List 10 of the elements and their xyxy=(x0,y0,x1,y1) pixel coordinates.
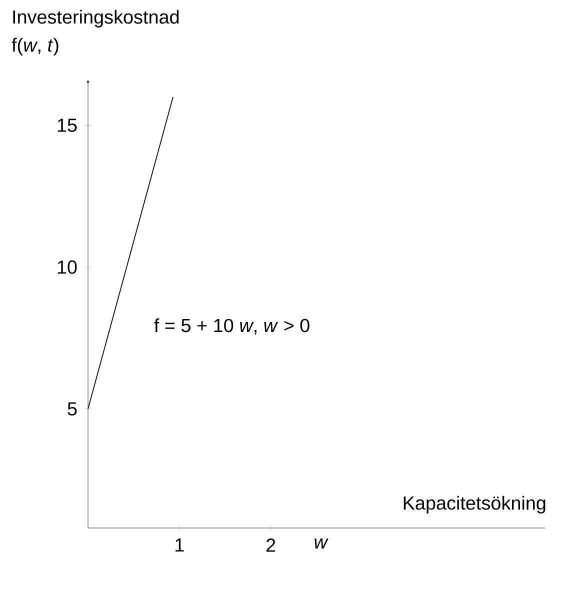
y-tick-label: 5 xyxy=(68,402,77,416)
x-tick-label: 1 xyxy=(176,538,184,552)
y-axis-title: Investeringskostnad xyxy=(13,10,179,28)
text: w xyxy=(314,538,328,549)
annotation: f = 5 + 10 w, w > 0 xyxy=(154,318,310,334)
text: f(w, t) xyxy=(12,38,58,56)
y-tick-label: 15 xyxy=(58,118,77,132)
y-tick-label: 10 xyxy=(58,260,77,274)
x-axis-title: Kapacitetsökning xyxy=(404,496,546,514)
x-tick-label: 2 xyxy=(266,538,276,552)
